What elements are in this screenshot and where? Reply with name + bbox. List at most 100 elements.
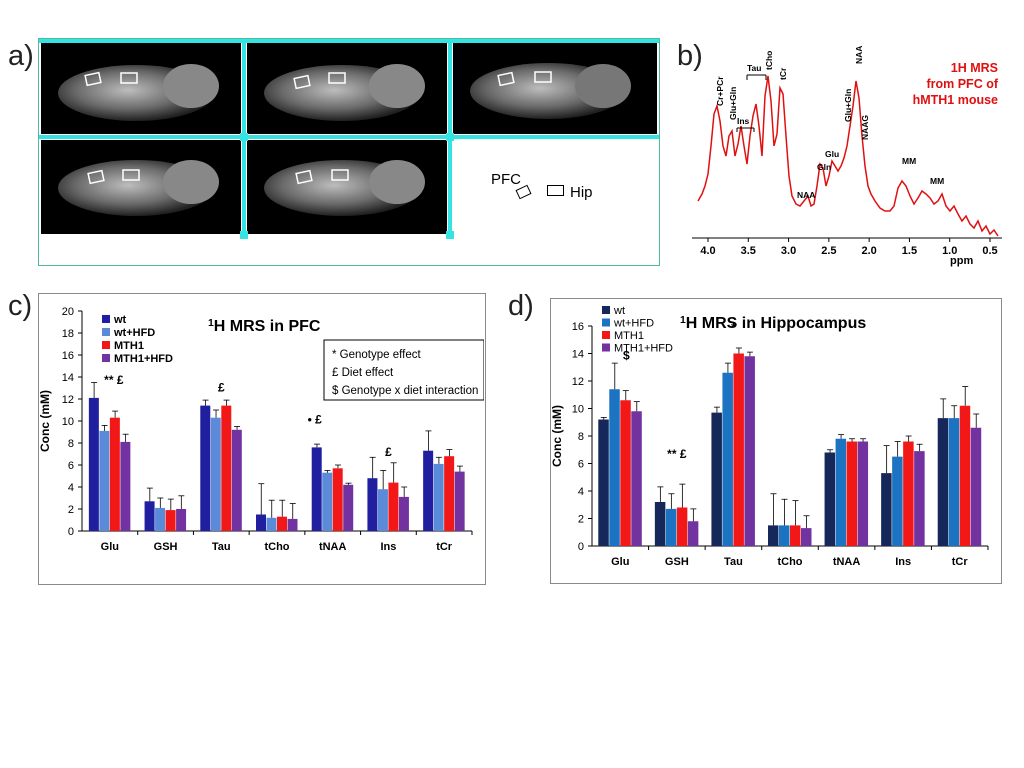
y-tick-label: 12 xyxy=(62,394,74,406)
mri-slice-5 xyxy=(247,140,447,234)
y-tick-label: 16 xyxy=(62,350,74,362)
mri-panel: PFC Hip xyxy=(38,38,660,266)
bar xyxy=(722,372,733,546)
spectrum-title-line-2: from PFC of xyxy=(926,77,998,91)
y-tick-label: 0 xyxy=(68,526,74,538)
bar xyxy=(287,518,298,531)
y-tick-label: 18 xyxy=(62,328,74,340)
bar xyxy=(948,418,960,546)
mrs-spectrum: 4.0 3.5 3.0 2.5 2.0 1.5 1.0 0.5 ppm 1H MRS from… xyxy=(692,46,1002,267)
cyan-divider xyxy=(39,39,659,43)
bar xyxy=(99,430,110,531)
bar xyxy=(768,525,779,546)
bar xyxy=(210,417,221,531)
category-label: GSH xyxy=(665,556,689,568)
bar xyxy=(937,418,949,546)
spectrum-tick-label: 0.5 xyxy=(982,245,997,257)
peak-label: Cr+PCr xyxy=(715,76,725,106)
roi-box-hip xyxy=(547,185,564,196)
category-label: Ins xyxy=(380,541,396,553)
roi-label-hip: Hip xyxy=(570,184,593,201)
spectrum-trace xyxy=(697,75,999,237)
pfc-bar-chart: 1H MRS in PFC Conc (mM) 0 2 4 6 8 10 12 14 16 18 20 G… xyxy=(38,306,484,553)
mri-slice-4 xyxy=(41,140,241,234)
category-label: Tau xyxy=(212,541,231,553)
legend-label: wt xyxy=(113,314,127,326)
panel-letter-d: d) xyxy=(508,290,534,322)
y-tick-label: 20 xyxy=(62,306,74,318)
bar xyxy=(444,456,455,531)
peak-label: Glu+Gln xyxy=(843,89,853,122)
bar xyxy=(277,516,287,531)
legend-swatch xyxy=(602,331,610,339)
mri-slice-2 xyxy=(247,41,447,134)
y-axis-label: Conc (mM) xyxy=(38,390,52,452)
peak-label: Tau xyxy=(747,63,761,73)
y-tick-label: 14 xyxy=(572,349,584,361)
bar xyxy=(959,405,971,546)
bar xyxy=(388,482,399,531)
y-axis-label: Conc (mM) xyxy=(550,405,564,467)
legend-swatch xyxy=(102,341,110,349)
bar xyxy=(200,405,211,531)
bar xyxy=(733,353,744,546)
bar xyxy=(176,509,187,531)
significance-annotation: $ xyxy=(623,348,630,362)
bar xyxy=(221,405,232,531)
spectrum-ticks: 4.0 3.5 3.0 2.5 2.0 1.5 1.0 0.5 xyxy=(700,238,998,257)
peak-label: tCr xyxy=(778,67,788,80)
bar xyxy=(824,452,836,546)
bar xyxy=(155,507,166,531)
bar xyxy=(881,473,892,546)
bar xyxy=(631,411,642,546)
y-tick-label: 10 xyxy=(572,404,584,416)
legend-swatch xyxy=(602,306,610,314)
bar xyxy=(433,463,444,531)
bar xyxy=(332,468,343,531)
effects-legend-item: $ Genotype x diet interaction xyxy=(332,385,478,397)
category-label: tCho xyxy=(264,541,289,553)
bar xyxy=(892,456,903,546)
significance-annotation: • £ xyxy=(308,412,323,426)
category-label: GSH xyxy=(154,541,178,553)
bar xyxy=(654,502,666,546)
peak-label: MM xyxy=(930,176,944,186)
legend-label: wt xyxy=(613,305,625,317)
cyan-divider xyxy=(39,135,659,139)
spectrum-title-line-1: 1H MRS xyxy=(951,61,998,75)
y-tick-label: 10 xyxy=(62,416,74,428)
bar xyxy=(454,471,465,531)
legend-label: MTH1 xyxy=(614,330,644,342)
y-tick-label: 6 xyxy=(578,459,584,471)
bar xyxy=(835,438,847,546)
bar xyxy=(231,429,242,531)
hippocampus-bar-chart: 1H MRS in Hippocampus Conc (mM) 0 2 4 6 8 10 12 1… xyxy=(550,305,989,568)
spectrum-tick-label: 2.0 xyxy=(861,245,876,257)
bar xyxy=(676,507,688,546)
category-label: tCr xyxy=(436,541,453,553)
bar xyxy=(857,441,869,546)
y-tick-label: 8 xyxy=(578,431,584,443)
y-tick-label: 2 xyxy=(68,504,74,516)
bar xyxy=(109,417,120,531)
effects-legend-box xyxy=(323,339,484,401)
category-label: tNAA xyxy=(319,541,347,553)
spectrum-tick-label: 2.5 xyxy=(821,245,836,257)
significance-annotation: * xyxy=(731,321,736,335)
bar xyxy=(779,525,790,546)
bar xyxy=(609,389,620,546)
panel-letter-b: b) xyxy=(677,40,703,72)
category-label: tCho xyxy=(777,556,802,568)
mri-slice-1 xyxy=(41,41,241,134)
bar xyxy=(598,419,609,546)
y-tick-label: 0 xyxy=(578,541,584,553)
spectrum-tick-label: 3.5 xyxy=(741,245,756,257)
legend-swatch xyxy=(602,318,610,327)
bar xyxy=(377,489,388,531)
bar xyxy=(256,514,266,531)
y-tick-label: 12 xyxy=(572,376,584,388)
bar xyxy=(801,528,812,546)
bar xyxy=(903,441,914,546)
legend-label: wt+HFD xyxy=(113,327,155,339)
y-tick-label: 14 xyxy=(62,372,74,384)
